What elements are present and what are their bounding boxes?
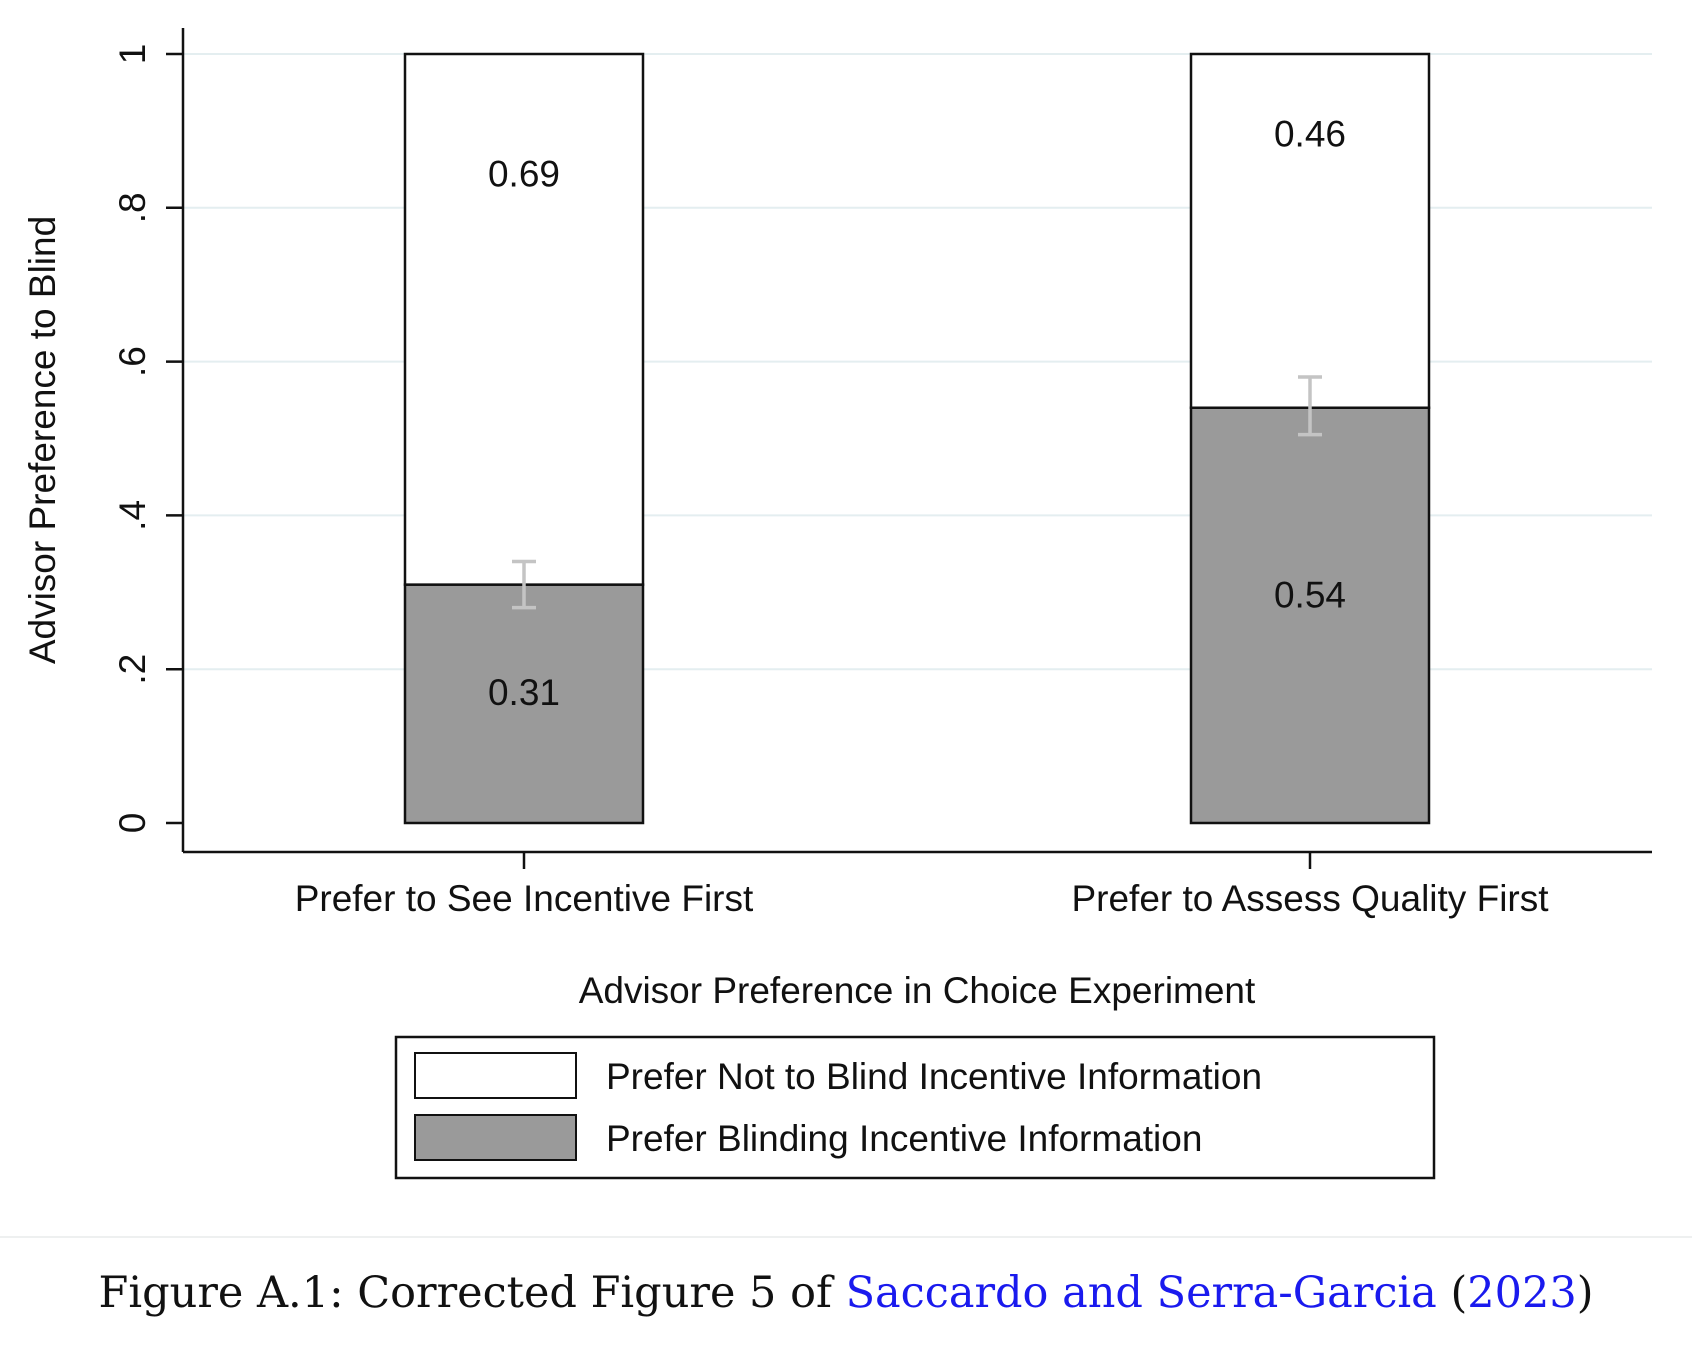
axes: 0 .2 .4 .6 .8 1 Prefer to See Incentive First P… (112, 28, 1652, 919)
citation-authors-link[interactable]: Saccardo and Serra-Garcia (845, 1268, 1437, 1318)
error-bars (512, 375, 1322, 610)
data-label: 0.31 (488, 672, 560, 713)
y-tick-label: .4 (112, 500, 153, 531)
data-label: 0.69 (488, 153, 560, 194)
caption-close-paren: ) (1576, 1268, 1594, 1318)
chart: 0 .2 .4 .6 .8 1 Prefer to See Incentive First P… (22, 28, 1652, 1180)
citation-year-link[interactable]: 2023 (1467, 1268, 1577, 1318)
legend-label: Prefer Not to Blind Incentive Informatio… (606, 1056, 1262, 1097)
y-axis-title: Advisor Preference to Blind (22, 216, 63, 664)
bar-segment (403, 583, 645, 825)
caption-divider (0, 1236, 1692, 1238)
legend-swatch (414, 1052, 577, 1099)
y-tick-label: 0 (112, 813, 153, 834)
data-labels: 0.31 0.69 0.54 0.46 (488, 114, 1346, 713)
y-tick-label: .8 (112, 192, 153, 223)
data-label: 0.46 (1274, 114, 1346, 155)
error-bar (512, 559, 536, 610)
legend-label: Prefer Blinding Incentive Information (606, 1118, 1202, 1159)
caption-open-paren: ( (1436, 1268, 1468, 1318)
data-label: 0.54 (1274, 575, 1346, 616)
x-tick-label: Prefer to Assess Quality First (1071, 878, 1549, 919)
figure-caption: Figure A.1: Corrected Figure 5 of Saccar… (0, 1268, 1692, 1318)
error-bar (1298, 375, 1322, 437)
bar-segment (1189, 52, 1431, 409)
bars (403, 52, 1431, 825)
y-tick-label: .6 (112, 346, 153, 377)
bar-segment (403, 52, 645, 586)
x-tick-label: Prefer to See Incentive First (295, 878, 754, 919)
y-tick-label: .2 (112, 654, 153, 685)
y-tick-label: 1 (112, 44, 153, 65)
legend: Prefer Not to Blind Incentive Informatio… (394, 1035, 1436, 1180)
x-axis-title: Advisor Preference in Choice Experiment (579, 970, 1256, 1011)
caption-prefix: Figure A.1: Corrected Figure 5 of (98, 1268, 846, 1318)
legend-swatch (414, 1114, 577, 1161)
grid-lines (183, 53, 1652, 671)
